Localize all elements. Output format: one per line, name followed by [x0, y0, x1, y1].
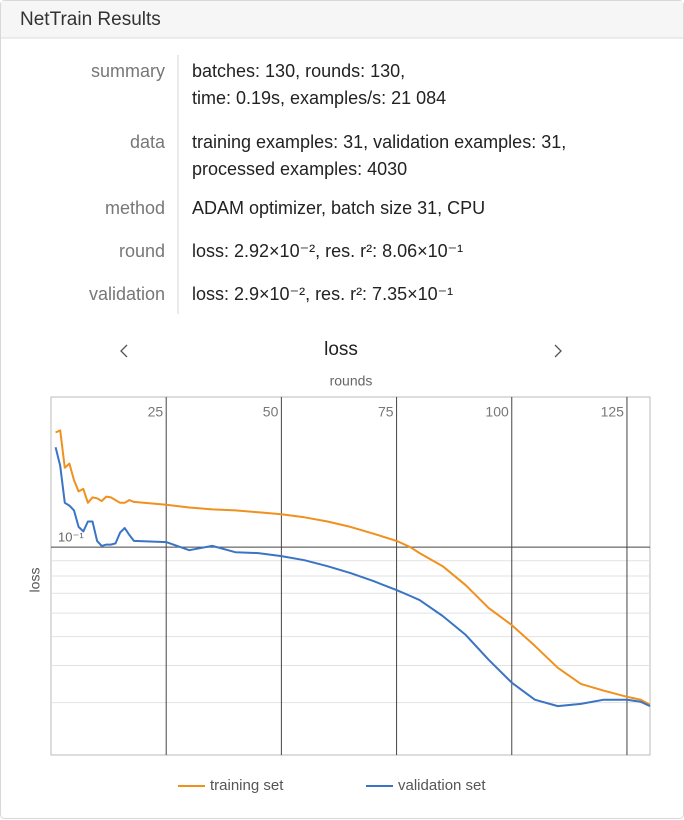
row-label: data	[130, 132, 166, 152]
y-tick-label: 10⁻¹	[58, 530, 84, 545]
legend-label: validation set	[398, 777, 486, 794]
y-axis-label: loss	[27, 568, 43, 593]
series-line	[55, 429, 651, 706]
title-bar	[1, 1, 683, 38]
panel-title: NetTrain Results	[20, 9, 161, 30]
x-axis-label: rounds	[330, 373, 373, 389]
row-value: loss: 2.9×10⁻², res. r²: 7.35×10⁻¹	[192, 284, 453, 304]
x-tick-label: 125	[601, 404, 625, 420]
row-value: training examples: 31, validation exampl…	[192, 132, 566, 152]
row-label: round	[119, 241, 165, 261]
row-value: time: 0.19s, examples/s: 21 084	[192, 88, 446, 108]
row-value: processed examples: 4030	[192, 159, 407, 179]
x-tick-label: 100	[485, 404, 509, 420]
row-value: loss: 2.92×10⁻², res. r²: 8.06×10⁻¹	[192, 241, 463, 261]
prev-button[interactable]	[120, 344, 128, 358]
row-label: summary	[91, 61, 165, 81]
row-value: batches: 130, rounds: 130,	[192, 61, 405, 81]
x-tick-label: 25	[148, 404, 164, 420]
row-value: ADAM optimizer, batch size 31, CPU	[192, 198, 485, 218]
row-label: method	[105, 198, 165, 218]
legend-label: training set	[210, 777, 284, 794]
next-button[interactable]	[554, 344, 562, 358]
series-line	[54, 446, 651, 708]
x-tick-label: 75	[378, 404, 394, 420]
row-label: validation	[89, 284, 165, 304]
chart-title: loss	[324, 339, 358, 360]
x-tick-label: 50	[263, 404, 279, 420]
